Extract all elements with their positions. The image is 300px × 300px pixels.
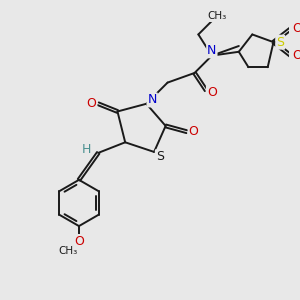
Text: O: O: [207, 86, 217, 99]
Text: N: N: [148, 93, 157, 106]
Text: S: S: [156, 150, 164, 163]
Text: O: O: [74, 235, 84, 248]
Text: O: O: [86, 97, 96, 110]
Text: H: H: [82, 142, 92, 155]
Text: S: S: [276, 36, 284, 49]
Text: CH₃: CH₃: [59, 246, 78, 256]
Text: O: O: [189, 125, 199, 138]
Text: CH₃: CH₃: [207, 11, 226, 21]
Text: O: O: [292, 22, 300, 35]
Text: N: N: [207, 44, 217, 57]
Text: O: O: [292, 49, 300, 62]
